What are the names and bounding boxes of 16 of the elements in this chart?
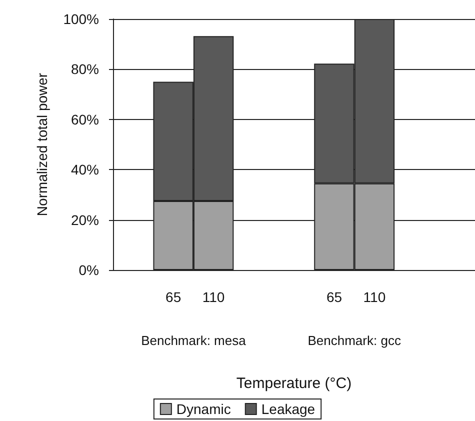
y-tick-label: 100% bbox=[63, 11, 99, 27]
x-tick-label: 65 bbox=[166, 289, 182, 305]
text: Benchmark: gcc bbox=[308, 333, 402, 348]
x-tick-label: 65 bbox=[326, 289, 342, 305]
x-axis-title: Temperature (°C) bbox=[236, 375, 352, 392]
y-tick-label: 60% bbox=[70, 111, 99, 128]
text: Benchmark: mesa bbox=[141, 333, 247, 348]
x-tick-label: 110 bbox=[363, 289, 386, 305]
y-tick-label: 40% bbox=[70, 162, 99, 178]
y-tick-label: 80% bbox=[70, 61, 99, 78]
y-tick-label: 0% bbox=[78, 262, 99, 278]
x-tick-label: 110 bbox=[202, 289, 225, 305]
y-axis-title: Normalized total power bbox=[34, 72, 50, 216]
y-tick-label: 20% bbox=[70, 212, 99, 228]
legend-label: Leakage bbox=[261, 401, 316, 417]
legend-label: Dynamic bbox=[176, 401, 231, 417]
